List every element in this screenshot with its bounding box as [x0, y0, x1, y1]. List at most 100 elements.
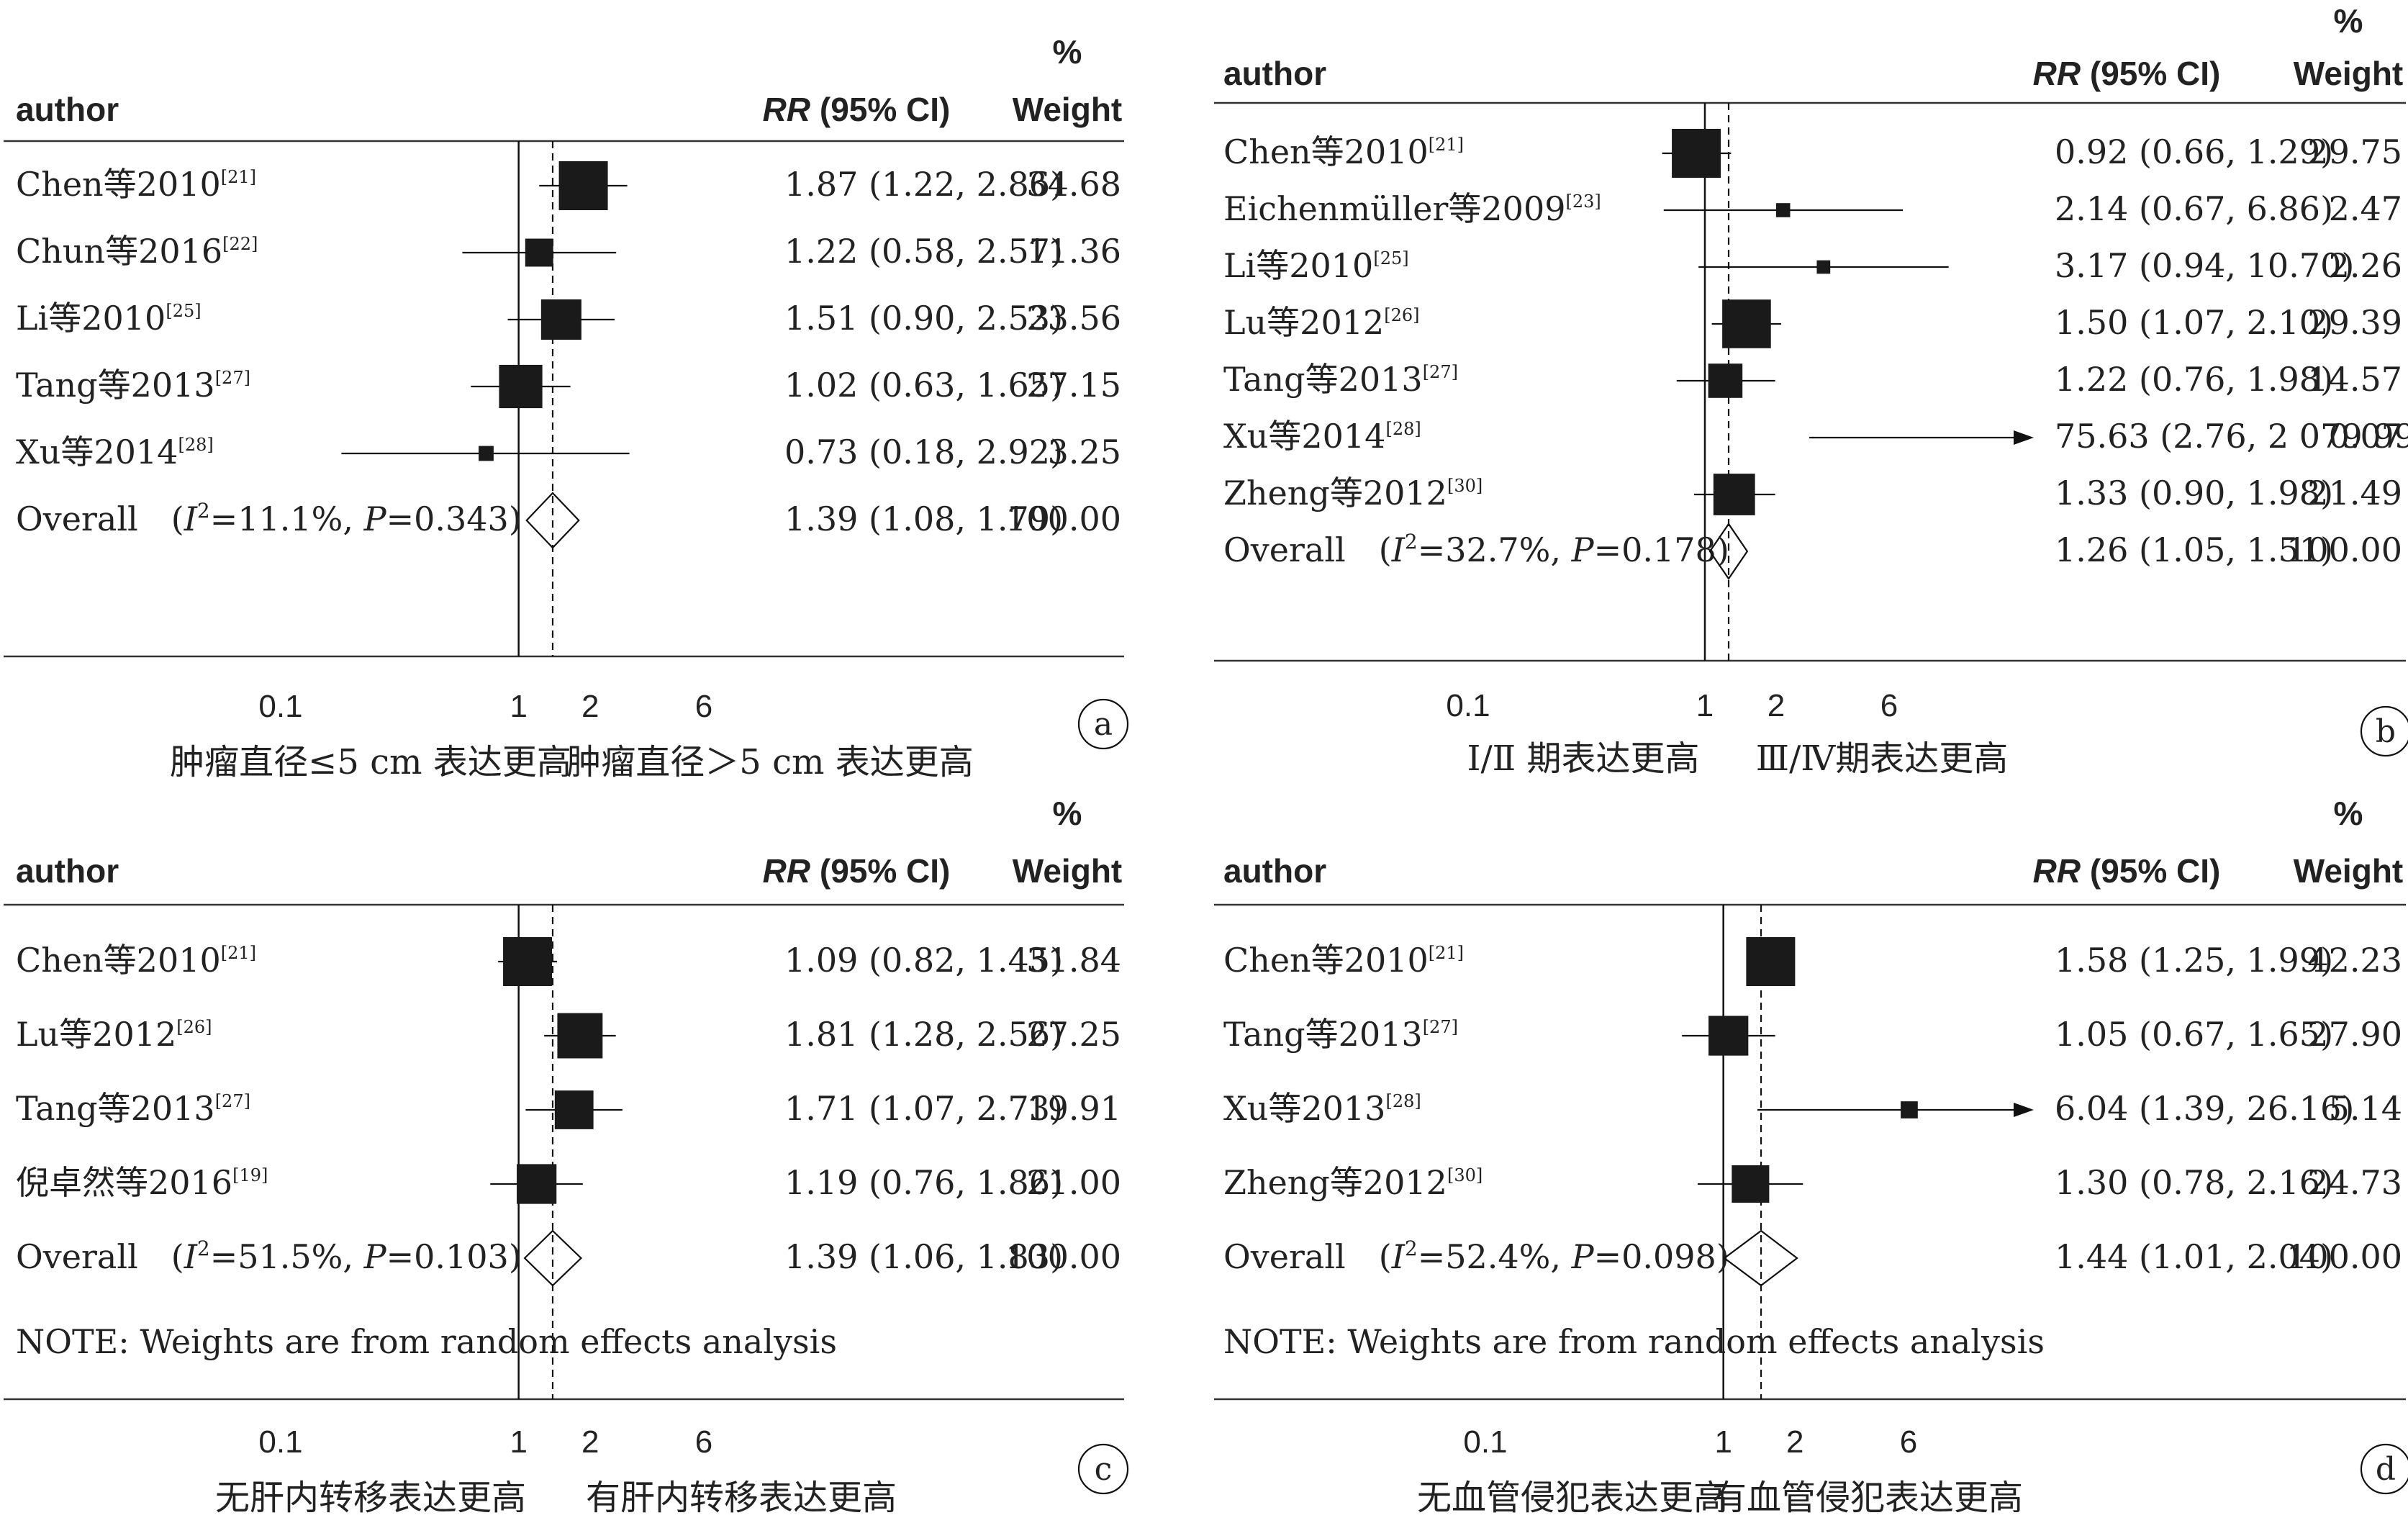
study-rr-ci: 1.09 (0.82, 1.45): [784, 941, 1063, 980]
study-name: Tang等2013[27]: [16, 1089, 250, 1128]
overall-rr-ci: 1.26 (1.05, 1.51): [2055, 530, 2333, 569]
study-name: Li等2010[25]: [16, 299, 202, 338]
footnote: NOTE: Weights are from random effects an…: [1223, 1322, 2045, 1361]
forest-panel-d: author RR (95% CI)% Weight Chen等2010[21] 1.5…: [1214, 795, 2408, 1518]
header-percent: %: [1053, 33, 1082, 71]
left-direction-caption: 肿瘤直径≤5 cm 表达更高: [170, 742, 571, 782]
study-name: Zheng等2012[30]: [1223, 1163, 1483, 1202]
header-rr-ci: RR (95% CI): [763, 852, 951, 890]
x-tick-label: 0.1: [1446, 688, 1490, 723]
study-weight: 31.84: [1026, 941, 1121, 980]
study-name: Lu等2012[26]: [16, 1015, 212, 1054]
study-name: Xu等2013[28]: [1223, 1089, 1421, 1128]
study-rr-ci: 1.51 (0.90, 2.53): [784, 299, 1063, 338]
study-weight: 34.68: [1026, 165, 1121, 204]
panel-label: c: [1095, 1451, 1113, 1488]
study-rr-ci: 0.92 (0.66, 1.29): [2055, 132, 2333, 171]
study-rr-ci: 1.05 (0.67, 1.65): [2055, 1015, 2333, 1054]
right-direction-caption: 肿瘤直径＞5 cm 表达更高: [566, 742, 973, 782]
ci-arrow: [2014, 1103, 2034, 1117]
x-tick-label: 1: [510, 689, 527, 724]
study-weight: 21.49: [2307, 474, 2402, 512]
x-tick-label: 1: [1714, 1424, 1732, 1460]
study-weight-square: [540, 299, 581, 340]
study-weight-square: [1708, 363, 1743, 398]
study-name: Li等2010[25]: [1223, 246, 1409, 285]
study-weight: 27.90: [2307, 1015, 2402, 1054]
left-direction-caption: 无肝内转移表达更高: [215, 1478, 526, 1518]
panel-label-circle: [1077, 698, 1129, 750]
forest-panel-b: author RR (95% CI)% Weight Chen等2010[21] 0.9…: [1214, 2, 2408, 779]
study-weight: 5.14: [2329, 1089, 2402, 1128]
study-weight-square: [479, 446, 494, 461]
left-direction-caption: 无血管侵犯表达更高: [1417, 1478, 1728, 1518]
study-weight-square: [557, 1013, 603, 1059]
study-weight: 27.15: [1026, 366, 1121, 405]
study-weight-square: [499, 364, 543, 409]
ci-arrow: [2014, 430, 2034, 445]
study-rr-ci: 1.33 (0.90, 1.98): [2055, 474, 2333, 512]
overall-diamond: [1723, 1229, 1798, 1287]
study-rr-ci: 6.04 (1.39, 26.16): [2055, 1089, 2354, 1128]
header-weight: Weight: [1013, 91, 1122, 128]
header-percent: %: [2334, 2, 2363, 40]
overall-weight: 100.00: [1005, 1237, 1121, 1276]
study-name: Chun等2016[22]: [16, 232, 258, 271]
header-author: author: [16, 91, 119, 128]
study-weight: 3.25: [1048, 433, 1121, 471]
x-tick-label: 2: [581, 689, 599, 724]
study-rr-ci: 1.22 (0.76, 1.98): [2055, 360, 2333, 399]
header-rr-ci: RR (95% CI): [2033, 55, 2221, 92]
study-weight: 2.26: [2329, 246, 2402, 285]
header-weight: Weight: [1013, 852, 1122, 890]
study-weight: 24.73: [2307, 1163, 2402, 1202]
right-direction-caption: 有肝内转移表达更高: [586, 1478, 897, 1518]
study-weight-square: [558, 161, 608, 210]
header-rr-ci: RR (95% CI): [2033, 852, 2221, 890]
left-direction-caption: Ⅰ/Ⅱ 期表达更高: [1467, 738, 1699, 779]
overall-weight: 100.00: [2286, 1237, 2402, 1276]
panel-label-circle: [2360, 705, 2408, 757]
study-rr-ci: 1.50 (1.07, 2.10): [2055, 303, 2333, 342]
x-tick-label: 6: [695, 1424, 712, 1460]
study-rr-ci: 1.19 (0.76, 1.86): [784, 1163, 1063, 1202]
study-rr-ci: 2.14 (0.67, 6.86): [2055, 189, 2333, 228]
study-rr-ci: 0.73 (0.18, 2.92): [784, 433, 1063, 471]
x-tick-label: 2: [581, 1424, 599, 1460]
study-weight: 0.07: [2329, 417, 2402, 456]
study-name: Chen等2010[21]: [16, 165, 256, 204]
overall-rr-ci: 1.39 (1.06, 1.83): [784, 1237, 1063, 1276]
study-name: Chen等2010[21]: [1223, 941, 1464, 980]
x-tick-label: 6: [1900, 1424, 1917, 1460]
study-weight: 11.36: [1026, 232, 1121, 271]
x-tick-label: 0.1: [258, 1424, 302, 1460]
overall-label: Overall (I2=51.5%, P=0.103): [16, 1237, 522, 1276]
overall-diamond: [523, 1229, 583, 1287]
study-name: Xu等2014[28]: [1223, 417, 1421, 456]
study-weight: 29.75: [2307, 132, 2402, 171]
study-name: Chen等2010[21]: [1223, 132, 1464, 171]
study-rr-ci: 1.22 (0.58, 2.57): [784, 232, 1063, 271]
study-name: Tang等2013[27]: [1223, 1015, 1458, 1054]
overall-label: Overall (I2=11.1%, P=0.343): [16, 499, 522, 538]
study-weight-square: [517, 1164, 557, 1204]
overall-label: Overall (I2=52.4%, P=0.098): [1223, 1237, 1729, 1276]
study-name: Zheng等2012[30]: [1223, 474, 1483, 512]
study-weight: 27.25: [1026, 1015, 1121, 1054]
overall-diamond: [525, 492, 580, 549]
study-weight-square: [1732, 1165, 1770, 1203]
study-name: Chen等2010[21]: [16, 941, 256, 980]
x-tick-label: 0.1: [258, 689, 302, 724]
study-weight-square: [1672, 129, 1721, 178]
study-weight-square: [1713, 474, 1755, 515]
x-tick-label: 1: [510, 1424, 527, 1460]
study-weight-square: [1816, 260, 1831, 274]
study-name: Lu等2012[26]: [1223, 303, 1420, 342]
study-name: Eichenmüller等2009[23]: [1223, 189, 1601, 228]
study-rr-ci: 1.81 (1.28, 2.56): [784, 1015, 1063, 1054]
study-rr-ci: 1.30 (0.78, 2.16): [2055, 1163, 2333, 1202]
overall-label: Overall (I2=32.7%, P=0.178): [1223, 530, 1729, 569]
x-tick-label: 1: [1696, 688, 1714, 723]
study-weight: 21.00: [1026, 1163, 1121, 1202]
